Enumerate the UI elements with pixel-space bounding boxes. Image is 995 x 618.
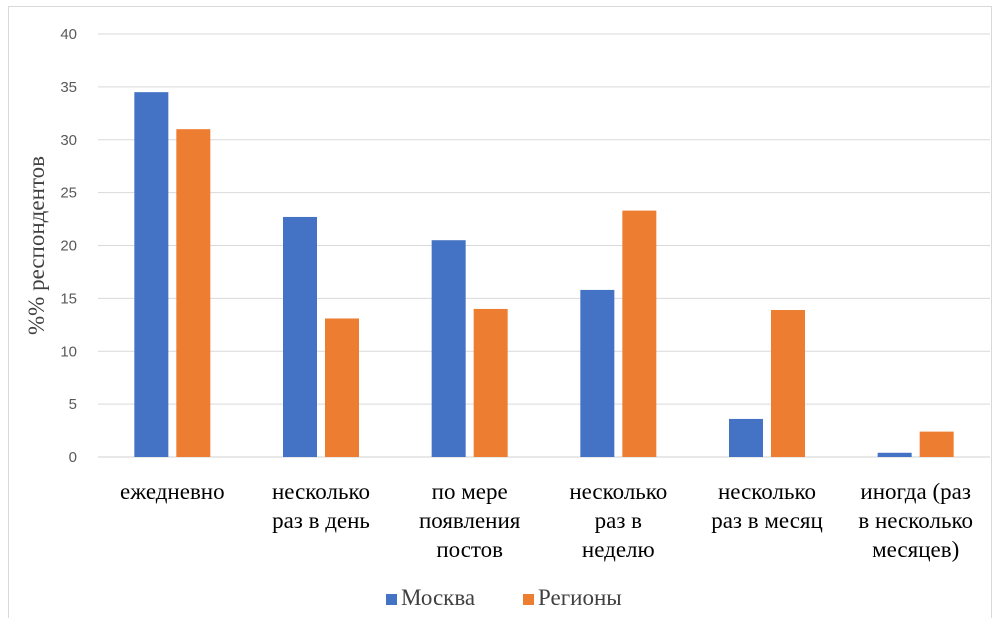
y-tick-label: 15 <box>60 290 77 307</box>
bar-regions <box>622 210 657 457</box>
x-category-label: в несколько <box>858 508 973 533</box>
y-tick-label: 40 <box>60 26 77 43</box>
y-tick-label: 20 <box>60 238 77 255</box>
x-category-label: раз в день <box>272 508 370 533</box>
chart-frame <box>8 6 992 618</box>
x-category-label: постов <box>436 537 503 562</box>
x-category-label: иногда (раз <box>860 479 971 504</box>
bar-regions <box>919 431 954 457</box>
bar-regions <box>771 310 805 457</box>
y-axis-label: %% респондентов <box>24 156 49 335</box>
y-tick-label: 5 <box>69 396 77 413</box>
bar-regions <box>325 318 359 457</box>
legend-swatch-moscow <box>386 594 397 605</box>
x-category-label: несколько <box>718 479 816 504</box>
x-category-label: ежедневно <box>120 479 225 504</box>
bar-moscow <box>729 418 763 457</box>
bar-regions <box>176 129 211 458</box>
legend-swatch-regions <box>523 594 534 605</box>
y-tick-label: 25 <box>60 185 77 202</box>
y-tick-label: 35 <box>60 79 77 96</box>
x-category-label: несколько <box>272 479 370 504</box>
x-category-label: по мере <box>432 479 508 504</box>
bar-moscow <box>877 452 912 457</box>
x-category-label: несколько <box>569 479 667 504</box>
legend-label: Москва <box>401 585 475 610</box>
bar-moscow <box>134 92 169 457</box>
y-tick-label: 0 <box>69 449 77 466</box>
y-tick-label: 30 <box>60 132 77 149</box>
x-category-label: месяцев) <box>872 537 959 562</box>
y-tick-label: 10 <box>60 343 77 360</box>
bar-moscow <box>580 289 615 457</box>
x-category-label: неделю <box>582 537 655 562</box>
x-category-label: появления <box>419 508 521 533</box>
bar-moscow <box>431 240 466 457</box>
bar-moscow <box>283 216 317 457</box>
bar-regions <box>473 308 508 457</box>
x-category-label: раз в <box>595 508 643 533</box>
legend-label: Регионы <box>538 585 622 610</box>
x-category-label: раз в месяц <box>711 508 823 533</box>
